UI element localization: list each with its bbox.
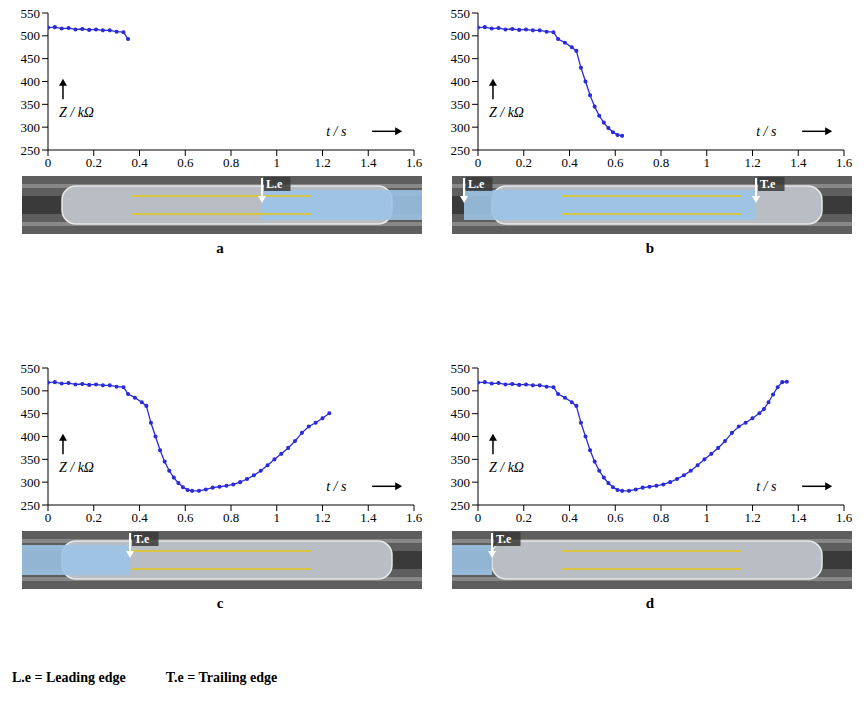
- svg-text:T.e: T.e: [496, 532, 512, 546]
- html-text:d: d: [645, 595, 655, 611]
- svg-text:400: 400: [451, 74, 471, 89]
- svg-text:250: 250: [21, 143, 41, 158]
- svg-text:0.8: 0.8: [223, 510, 239, 525]
- svg-text:t / s: t / s: [326, 479, 347, 494]
- svg-text:400: 400: [21, 429, 41, 444]
- svg-text:T.e: T.e: [134, 532, 150, 546]
- svg-text:0.6: 0.6: [177, 155, 194, 170]
- svg-text:500: 500: [21, 28, 41, 43]
- svg-text:0: 0: [45, 510, 52, 525]
- svg-text:300: 300: [451, 475, 471, 490]
- svg-text:0.8: 0.8: [653, 510, 669, 525]
- svg-text:t / s: t / s: [756, 479, 777, 494]
- svg-text:1.6: 1.6: [406, 155, 423, 170]
- html-text:L.e = Leading edge: L.e = Leading edge: [12, 670, 126, 685]
- svg-text:350: 350: [21, 452, 41, 467]
- svg-text:L.e: L.e: [468, 177, 485, 191]
- svg-text:0: 0: [475, 510, 482, 525]
- svg-text:0.2: 0.2: [86, 510, 102, 525]
- html-text:a: a: [216, 240, 224, 256]
- svg-text:Z / kΩ: Z / kΩ: [59, 460, 94, 475]
- svg-text:1.2: 1.2: [314, 155, 330, 170]
- svg-text:400: 400: [21, 74, 41, 89]
- svg-text:1: 1: [274, 155, 281, 170]
- svg-text:t / s: t / s: [756, 124, 777, 139]
- svg-text:0.4: 0.4: [131, 510, 148, 525]
- svg-text:0.4: 0.4: [561, 155, 578, 170]
- svg-text:0.2: 0.2: [516, 155, 532, 170]
- svg-text:0.4: 0.4: [131, 155, 148, 170]
- svg-text:300: 300: [451, 120, 471, 135]
- svg-text:350: 350: [451, 452, 471, 467]
- svg-text:550: 550: [21, 361, 41, 376]
- svg-text:0: 0: [45, 155, 52, 170]
- html-text:b: b: [645, 240, 655, 256]
- svg-text:0.4: 0.4: [561, 510, 578, 525]
- svg-text:500: 500: [451, 383, 471, 398]
- html-text:c: c: [216, 595, 224, 611]
- svg-text:300: 300: [21, 475, 41, 490]
- svg-text:t / s: t / s: [326, 124, 347, 139]
- svg-text:Z / kΩ: Z / kΩ: [489, 460, 524, 475]
- svg-text:550: 550: [451, 6, 471, 21]
- svg-text:Z / kΩ: Z / kΩ: [59, 105, 94, 120]
- svg-text:1.2: 1.2: [314, 510, 330, 525]
- svg-text:1: 1: [704, 510, 711, 525]
- svg-text:0.8: 0.8: [653, 155, 669, 170]
- svg-text:400: 400: [451, 429, 471, 444]
- svg-text:1.6: 1.6: [836, 155, 853, 170]
- svg-text:450: 450: [451, 51, 471, 66]
- svg-text:0.6: 0.6: [607, 155, 624, 170]
- svg-text:1: 1: [704, 155, 711, 170]
- svg-text:450: 450: [21, 406, 41, 421]
- svg-text:500: 500: [21, 383, 41, 398]
- svg-text:250: 250: [451, 143, 471, 158]
- svg-text:250: 250: [451, 498, 471, 513]
- svg-text:0.6: 0.6: [177, 510, 194, 525]
- svg-text:1.2: 1.2: [744, 510, 760, 525]
- svg-text:1.4: 1.4: [360, 510, 377, 525]
- svg-text:1: 1: [274, 510, 281, 525]
- svg-text:0.2: 0.2: [86, 155, 102, 170]
- svg-text:1.4: 1.4: [790, 510, 807, 525]
- svg-text:450: 450: [451, 406, 471, 421]
- svg-text:550: 550: [451, 361, 471, 376]
- svg-text:0.8: 0.8: [223, 155, 239, 170]
- svg-text:0: 0: [475, 155, 482, 170]
- svg-text:L.e: L.e: [266, 177, 283, 191]
- svg-text:1.6: 1.6: [406, 510, 423, 525]
- svg-text:1.2: 1.2: [744, 155, 760, 170]
- svg-text:1.6: 1.6: [836, 510, 853, 525]
- html-text:T.e = Trailing edge: T.e = Trailing edge: [165, 670, 278, 685]
- svg-text:1.4: 1.4: [360, 155, 377, 170]
- svg-text:Z / kΩ: Z / kΩ: [489, 105, 524, 120]
- svg-text:1.4: 1.4: [790, 155, 807, 170]
- svg-text:350: 350: [451, 97, 471, 112]
- svg-text:300: 300: [21, 120, 41, 135]
- svg-text:500: 500: [451, 28, 471, 43]
- svg-text:0.6: 0.6: [607, 510, 624, 525]
- svg-text:250: 250: [21, 498, 41, 513]
- svg-text:450: 450: [21, 51, 41, 66]
- svg-text:350: 350: [21, 97, 41, 112]
- svg-text:0.2: 0.2: [516, 510, 532, 525]
- svg-text:550: 550: [21, 6, 41, 21]
- svg-text:T.e: T.e: [760, 177, 776, 191]
